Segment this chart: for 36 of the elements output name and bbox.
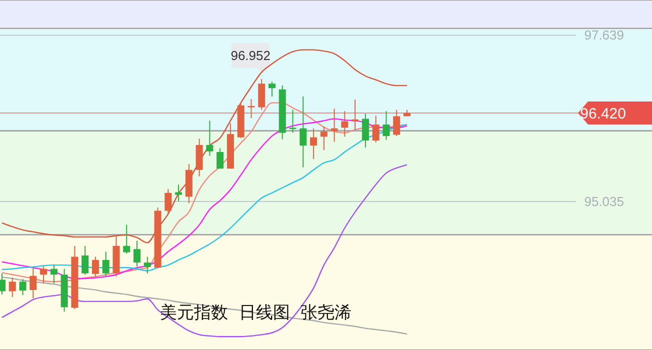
line-series	[1, 164, 408, 338]
candlestick	[206, 120, 214, 156]
annotation: 96.952	[230, 48, 270, 64]
candlestick	[134, 240, 140, 267]
candlestick	[92, 256, 99, 278]
candlestick	[30, 268, 37, 299]
candlestick	[40, 266, 48, 284]
y-tick-label: 97.639	[584, 28, 624, 43]
candlestick	[82, 245, 89, 276]
candlestick	[289, 109, 296, 134]
candlestick	[393, 109, 400, 137]
candlestick	[123, 224, 130, 254]
candlestick	[362, 113, 369, 148]
candlestick	[382, 110, 390, 140]
candlestick	[144, 256, 151, 274]
candlestick	[175, 184, 182, 202]
candlestick	[19, 278, 26, 296]
candlestick	[248, 98, 255, 119]
candlestick	[216, 148, 224, 170]
annotation: 美元指数 日线图 张尧浠	[160, 303, 352, 323]
ref-line-label: 96.420	[580, 105, 626, 122]
candlestick	[330, 108, 338, 142]
line-series	[1, 276, 408, 335]
candlestick	[320, 126, 328, 151]
candlestick	[268, 81, 276, 97]
candlestick	[8, 277, 16, 298]
candlestick	[258, 78, 266, 110]
candlestick	[300, 96, 307, 168]
candlestick	[102, 251, 110, 278]
candlestick	[164, 188, 172, 214]
y-tick-label: 95.035	[584, 194, 624, 210]
candlestick	[352, 99, 359, 130]
candlestick	[310, 128, 318, 160]
candlestick	[341, 110, 348, 138]
candlestick	[50, 264, 58, 284]
candlestick	[372, 115, 380, 143]
